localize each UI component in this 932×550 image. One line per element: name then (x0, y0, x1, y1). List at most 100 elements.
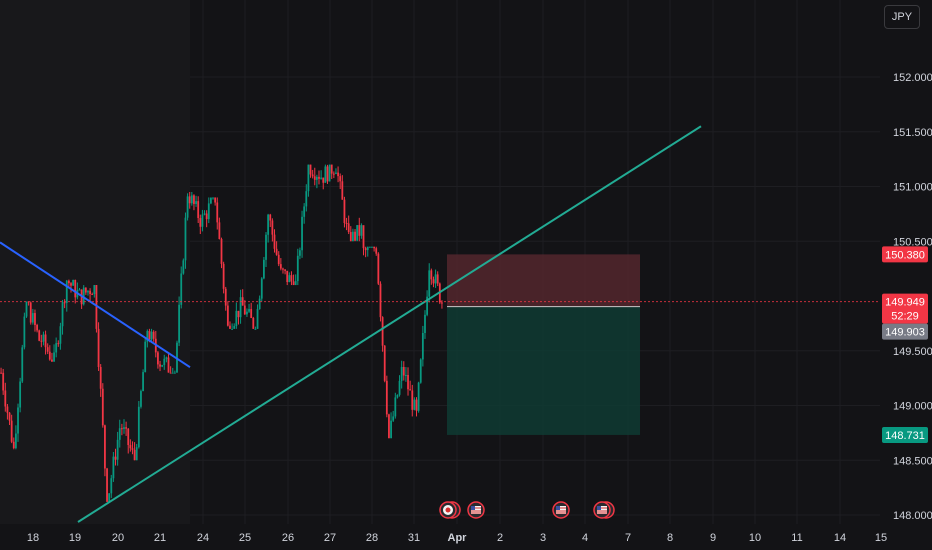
candle-body (430, 270, 433, 280)
candle-body (40, 340, 43, 342)
rising-trendline (77, 125, 702, 523)
candle-body (250, 309, 253, 318)
time-tick-label: 14 (834, 532, 846, 544)
candle-body (8, 412, 11, 421)
candle-body (390, 420, 392, 439)
candle-body (42, 334, 45, 342)
candle-body (324, 166, 327, 183)
trendlines[interactable] (0, 125, 702, 523)
price-tick-label: 148.500 (893, 455, 932, 467)
candle-body (368, 246, 371, 248)
candle-body (256, 309, 259, 329)
candle-body (385, 380, 388, 415)
candle-body (434, 274, 437, 284)
candle-body (199, 218, 202, 227)
candle-body (243, 305, 246, 315)
us-flag-icon[interactable] (467, 501, 485, 519)
candle-body (97, 328, 100, 368)
flag-canton (597, 506, 601, 510)
candle-body (330, 164, 333, 174)
candle-body (57, 343, 60, 345)
candle-body (55, 343, 58, 353)
candle-body (271, 220, 274, 235)
candle-body (328, 164, 331, 182)
candle-body (360, 225, 363, 236)
candle-body (231, 328, 233, 330)
candle-body (178, 304, 181, 343)
candle-body (6, 406, 9, 413)
candle-body (356, 225, 359, 241)
flag-field (556, 506, 566, 514)
candle-body (4, 390, 7, 407)
candle-body (237, 310, 240, 318)
candle-body (142, 372, 144, 392)
candle-body (101, 388, 104, 426)
candle-body (218, 222, 221, 239)
candle-body (140, 391, 142, 407)
candle-body (398, 380, 401, 395)
candle-body (233, 326, 236, 329)
candle-body (394, 397, 397, 417)
candle-body (273, 234, 276, 249)
flag-sun (445, 507, 451, 513)
candle-body (61, 302, 64, 327)
candle-body (123, 427, 125, 430)
candle-body (171, 372, 174, 374)
price-tick-label: 151.500 (893, 127, 932, 139)
candle-body (400, 366, 403, 381)
candle-body (190, 195, 193, 204)
candle-body (248, 309, 250, 312)
candle-body (388, 414, 390, 439)
candle-body (222, 263, 225, 289)
candle-body (383, 345, 386, 381)
time-tick-label: 20 (112, 532, 124, 544)
us-flag-icon[interactable] (552, 501, 570, 519)
time-axis[interactable] (0, 524, 880, 550)
candle-body (379, 283, 382, 318)
candle-body (59, 326, 62, 344)
candle-body (38, 330, 41, 341)
us-flag-icon[interactable] (593, 501, 615, 519)
candle-body (180, 273, 183, 305)
candle-body (337, 172, 339, 177)
candle-body (21, 347, 24, 382)
candle-body (326, 166, 329, 182)
candle-body (246, 311, 248, 315)
candle-body (239, 297, 242, 318)
candle-body (72, 279, 75, 286)
candle-body (347, 223, 350, 233)
candle-body (307, 164, 310, 192)
currency-button[interactable]: JPY (884, 5, 920, 29)
candle-body (415, 399, 418, 411)
price-tick-label: 149.000 (893, 401, 932, 413)
candle-body (220, 238, 223, 264)
entry-price-tag-bg (882, 323, 928, 340)
candle-body (63, 302, 66, 304)
economic-events[interactable] (439, 501, 615, 519)
candle-body (169, 372, 172, 374)
candle-body (315, 176, 318, 180)
candle-body (396, 394, 399, 398)
candle-body (25, 301, 28, 317)
candle-body (46, 347, 49, 352)
candle-body (426, 296, 429, 315)
candle-body (74, 279, 77, 298)
candle-body (131, 448, 134, 450)
candle-body (51, 359, 53, 362)
candle-body (207, 203, 210, 220)
time-tick-label: 4 (582, 532, 588, 544)
candle-body (195, 201, 197, 204)
position-zones[interactable] (447, 254, 640, 435)
candle-body (309, 164, 312, 175)
candle-body (358, 225, 361, 236)
candle-body (2, 372, 5, 391)
candle-body (144, 341, 147, 373)
flag-field (471, 506, 481, 514)
time-tick-label: 31 (408, 532, 420, 544)
candle-body (296, 255, 299, 282)
time-tick-label: 9 (710, 532, 716, 544)
event-flag-icon[interactable] (439, 501, 461, 519)
price-tick-label: 151.000 (893, 182, 932, 194)
candle-body (193, 195, 195, 204)
